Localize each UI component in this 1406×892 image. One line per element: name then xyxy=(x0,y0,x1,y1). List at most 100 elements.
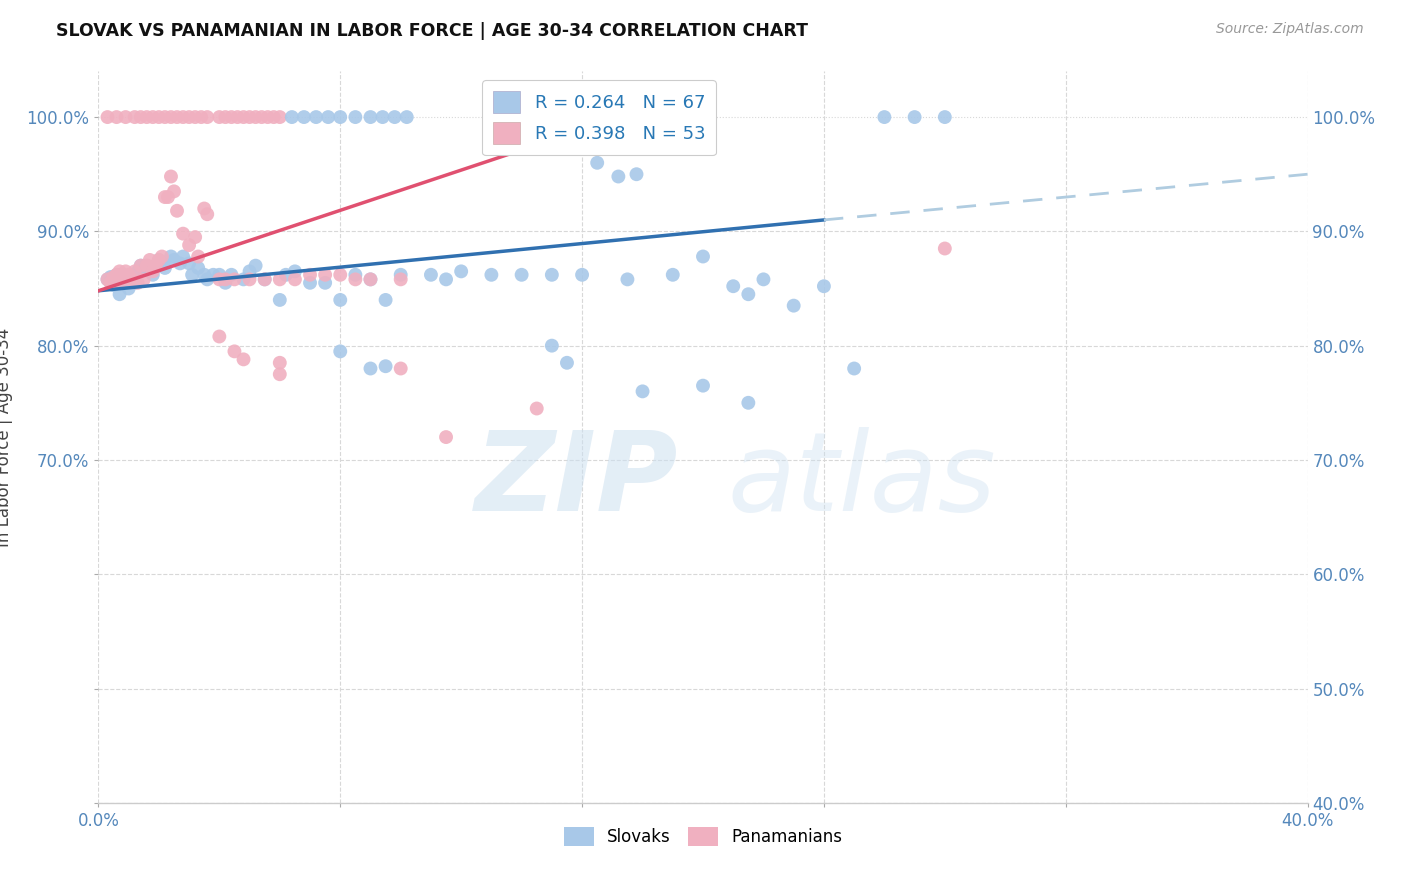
Point xyxy=(96,272,118,286)
Point xyxy=(692,250,714,264)
Point xyxy=(540,268,562,282)
Point xyxy=(105,268,128,282)
Point xyxy=(232,272,254,286)
Point xyxy=(153,260,176,275)
Point xyxy=(184,110,207,124)
Point xyxy=(156,190,179,204)
Point xyxy=(374,293,396,307)
Point xyxy=(281,110,304,124)
Point xyxy=(124,264,146,278)
Point xyxy=(195,272,218,286)
Point xyxy=(103,278,125,293)
Point xyxy=(253,272,276,286)
Point xyxy=(631,384,654,399)
Point xyxy=(873,110,896,124)
Point xyxy=(232,110,254,124)
Text: Source: ZipAtlas.com: Source: ZipAtlas.com xyxy=(1216,22,1364,37)
Point xyxy=(124,268,146,282)
Point xyxy=(434,272,457,286)
Point xyxy=(127,276,149,290)
Point xyxy=(723,279,745,293)
Point xyxy=(100,276,122,290)
Point xyxy=(118,272,141,286)
Point xyxy=(114,272,136,286)
Point xyxy=(139,260,162,275)
Point xyxy=(284,272,307,286)
Point xyxy=(571,268,593,282)
Point xyxy=(148,252,170,267)
Point xyxy=(111,268,134,282)
Point xyxy=(132,263,155,277)
Point xyxy=(127,264,149,278)
Point xyxy=(103,270,125,285)
Point xyxy=(526,401,548,416)
Point xyxy=(274,268,297,282)
Point xyxy=(105,276,128,290)
Point xyxy=(96,110,118,124)
Point xyxy=(329,110,352,124)
Point xyxy=(226,110,249,124)
Point xyxy=(179,110,201,124)
Point xyxy=(844,361,866,376)
Point xyxy=(145,259,167,273)
Point xyxy=(360,110,382,124)
Point xyxy=(118,268,141,282)
Point xyxy=(374,359,396,374)
Point xyxy=(292,110,315,124)
Point xyxy=(105,268,128,282)
Point xyxy=(232,352,254,367)
Point xyxy=(163,252,186,267)
Point xyxy=(135,259,157,273)
Point xyxy=(135,110,157,124)
Point xyxy=(269,272,291,286)
Point xyxy=(105,272,128,286)
Point xyxy=(314,268,336,282)
Point xyxy=(299,268,322,282)
Point xyxy=(148,110,170,124)
Point xyxy=(184,230,207,244)
Point xyxy=(510,268,533,282)
Point xyxy=(224,272,246,286)
Point xyxy=(114,264,136,278)
Point xyxy=(269,293,291,307)
Point xyxy=(316,110,339,124)
Point xyxy=(172,250,194,264)
Point xyxy=(344,272,367,286)
Point xyxy=(253,272,276,286)
Point xyxy=(250,110,273,124)
Point xyxy=(105,110,128,124)
Point xyxy=(166,203,188,218)
Point xyxy=(160,250,183,264)
Point xyxy=(172,110,194,124)
Point xyxy=(129,259,152,273)
Point xyxy=(145,259,167,273)
Point xyxy=(103,270,125,285)
Point xyxy=(904,110,927,124)
Point xyxy=(148,252,170,267)
Point xyxy=(344,268,367,282)
Point xyxy=(187,250,209,264)
Point xyxy=(239,110,262,124)
Point xyxy=(150,250,173,264)
Point xyxy=(389,268,412,282)
Point xyxy=(934,110,956,124)
Point xyxy=(190,110,212,124)
Point xyxy=(139,252,162,267)
Point xyxy=(329,344,352,359)
Point xyxy=(221,110,243,124)
Point xyxy=(269,368,291,382)
Point xyxy=(434,430,457,444)
Point xyxy=(100,270,122,285)
Point xyxy=(783,299,806,313)
Point xyxy=(214,276,236,290)
Point xyxy=(172,227,194,241)
Point xyxy=(540,338,562,352)
Point xyxy=(389,361,412,376)
Point xyxy=(121,272,143,286)
Point xyxy=(208,272,231,286)
Point xyxy=(737,396,759,410)
Point xyxy=(395,110,418,124)
Point xyxy=(181,268,204,282)
Point xyxy=(420,268,443,282)
Point xyxy=(153,110,176,124)
